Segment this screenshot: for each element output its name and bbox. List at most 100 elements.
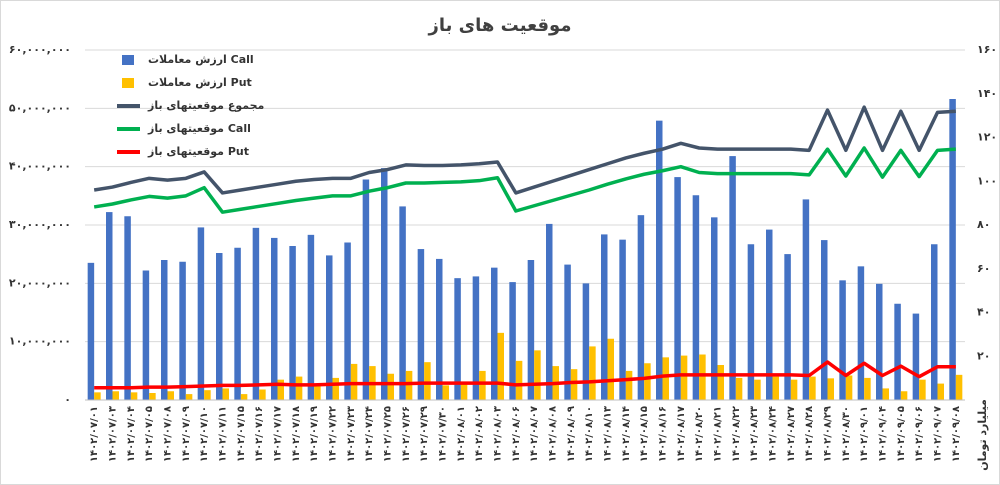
x-tick-label: ۱۴۰۲/۰۹/۰۶ [914, 406, 925, 462]
bar [161, 260, 168, 400]
y2-tick-label: ۶۰ [977, 262, 990, 275]
bar [644, 363, 651, 400]
bar [955, 374, 963, 400]
bar [735, 377, 743, 400]
bar [699, 354, 706, 400]
bar [472, 276, 480, 400]
bar [711, 217, 718, 400]
bar [656, 120, 663, 400]
bar [204, 390, 211, 400]
bar [534, 350, 541, 400]
y-tick-label: ۵۰,۰۰۰,۰۰۰ [9, 101, 71, 114]
x-tick-label: ۱۴۰۲/۰۸/۰۷ [529, 406, 540, 462]
bar [167, 391, 174, 400]
x-tick-label: ۱۴۰۲/۰۸/۲۱ [713, 406, 724, 462]
x-tick-label: ۱۴۰۲/۰۷/۱۵ [236, 406, 247, 462]
legend-label: موقعیتهای باز Call [147, 122, 251, 135]
bar [405, 370, 413, 400]
x-tick-label: ۱۴۰۲/۰۸/۰۶ [511, 406, 522, 462]
bar [94, 392, 101, 400]
bar [747, 244, 755, 400]
legend-swatch [122, 55, 134, 65]
x-tick-label: ۱۴۰۲/۰۸/۰۸ [548, 406, 559, 462]
y2-tick-label: ۲۰ [977, 349, 990, 362]
bar [839, 280, 846, 400]
x-tick-label: ۱۴۰۲/۰۸/۲۳ [749, 406, 760, 462]
x-tick-label: ۱۴۰۲/۰۸/۲۷ [786, 406, 797, 462]
bar [112, 391, 119, 400]
x-tick-label: ۱۴۰۲/۰۷/۲۴ [364, 406, 375, 462]
bar [589, 346, 596, 400]
bar [637, 215, 645, 400]
x-tick-label: ۱۴۰۲/۰۷/۲۶ [401, 406, 412, 462]
bar [949, 99, 956, 400]
bar [259, 389, 266, 400]
bar [424, 362, 431, 400]
bar [772, 376, 779, 400]
x-tick-label: ۱۴۰۲/۰۸/۲۸ [804, 406, 815, 462]
bar [417, 249, 425, 400]
bar [332, 377, 339, 400]
bar [234, 247, 241, 400]
bar [582, 283, 590, 400]
bar [845, 375, 853, 400]
bar [362, 179, 370, 400]
y-tick-label: ۰ [64, 393, 71, 406]
bar [784, 254, 791, 400]
bar [222, 388, 229, 400]
bar [601, 234, 608, 400]
bar [674, 177, 681, 400]
x-tick-label: ۱۴۰۲/۰۸/۱۵ [639, 406, 650, 462]
x-tick-label: ۱۴۰۲/۰۸/۰۱ [456, 406, 467, 462]
bar [314, 383, 321, 400]
bar [912, 313, 920, 400]
legend-label: ارزش معاملات Call [148, 53, 254, 66]
y2-tick-label: ۱۰۰ [977, 174, 997, 187]
bar [479, 370, 486, 400]
y-tick-label: ۳۰,۰۰۰,۰۰۰ [9, 218, 71, 231]
x-tick-label: ۱۴۰۲/۰۹/۰۴ [878, 406, 889, 462]
bar [491, 267, 498, 400]
bar [919, 379, 926, 400]
x-tick-label: ۱۴۰۲/۰۷/۰۸ [163, 406, 174, 462]
legend-label: موقعیتهای باز Put [147, 145, 249, 158]
y2-tick-label: ۱۶۰ [977, 43, 997, 56]
bar [894, 303, 901, 400]
x-tick-label: ۱۴۰۲/۰۷/۲۹ [419, 406, 430, 462]
bar [515, 360, 523, 400]
x-tick-label: ۱۴۰۲/۰۷/۰۱ [89, 406, 100, 462]
bar [882, 388, 889, 400]
bar [570, 369, 578, 400]
bar [442, 385, 449, 400]
bar [729, 156, 736, 400]
bar [149, 393, 156, 400]
x-tick-label: ۱۴۰۲/۰۷/۲۵ [383, 406, 394, 462]
bar [546, 223, 553, 400]
x-tick-label: ۱۴۰۲/۰۸/۰۹ [566, 406, 577, 462]
bar [564, 264, 571, 400]
x-tick-label: ۱۴۰۲/۰۸/۱۳ [603, 406, 614, 462]
bar [381, 168, 388, 400]
bar [344, 242, 351, 400]
x-tick-label: ۱۴۰۲/۰۷/۱۷ [273, 406, 284, 462]
bar [87, 262, 95, 400]
bar [454, 278, 461, 400]
x-tick-label: ۱۴۰۲/۰۷/۱۸ [291, 406, 302, 462]
y2-tick-label: ۴۰ [977, 306, 990, 319]
bar [625, 370, 633, 400]
y-tick-label: ۴۰,۰۰۰,۰۰۰ [9, 160, 71, 173]
x-tick-label: ۱۴۰۲/۰۷/۲۲ [328, 406, 339, 462]
bar [509, 282, 516, 400]
bar [387, 373, 394, 400]
line-series [93, 146, 956, 214]
x-tick-label: ۱۴۰۲/۰۷/۰۳ [108, 406, 119, 462]
bar [124, 216, 131, 400]
bar [692, 195, 700, 400]
bar [809, 376, 816, 400]
bar [197, 227, 205, 400]
x-tick-label: ۱۴۰۲/۰۷/۱۰ [199, 406, 210, 462]
y-tick-label: ۲۰,۰۰۰,۰۰۰ [9, 276, 71, 289]
x-tick-label: ۱۴۰۲/۰۸/۱۰ [584, 406, 595, 462]
